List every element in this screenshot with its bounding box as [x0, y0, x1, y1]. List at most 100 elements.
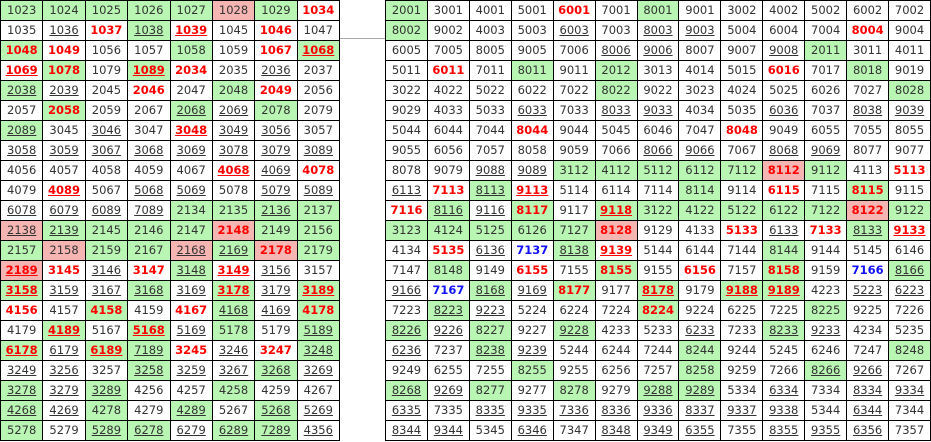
grid-cell[interactable]: 4168 [211, 300, 256, 321]
grid-cell[interactable]: 3256 [42, 360, 86, 381]
grid-cell[interactable]: 1046 [254, 20, 298, 41]
grid-cell[interactable]: 9289 [678, 380, 722, 401]
grid-cell[interactable]: 2189 [0, 260, 44, 281]
grid-cell[interactable]: 8007 [678, 40, 722, 61]
grid-cell[interactable]: 6244 [594, 340, 638, 361]
grid-cell[interactable]: 5178 [211, 320, 256, 341]
grid-cell[interactable]: 4022 [426, 80, 470, 101]
grid-cell[interactable]: 3249 [0, 360, 44, 381]
grid-cell[interactable]: 3022 [385, 80, 428, 101]
grid-cell[interactable]: 2035 [211, 60, 256, 81]
grid-cell[interactable]: 4057 [42, 160, 86, 181]
grid-cell[interactable]: 3058 [0, 140, 44, 161]
grid-cell[interactable]: 6016 [762, 60, 806, 81]
grid-cell[interactable]: 3079 [254, 140, 298, 161]
grid-cell[interactable]: 4268 [0, 400, 44, 421]
grid-cell[interactable]: 8058 [510, 140, 554, 161]
grid-cell[interactable]: 3168 [127, 280, 171, 301]
grid-cell[interactable]: 3045 [42, 120, 86, 141]
grid-cell[interactable]: 8335 [468, 400, 512, 421]
grid-cell[interactable]: 3245 [169, 340, 213, 361]
grid-cell[interactable]: 8114 [678, 180, 722, 201]
grid-cell[interactable]: 9133 [888, 220, 931, 241]
grid-cell[interactable]: 9069 [804, 140, 848, 161]
grid-cell[interactable]: 9288 [636, 380, 680, 401]
grid-cell[interactable]: 5133 [720, 220, 764, 241]
grid-cell[interactable]: 2068 [169, 100, 213, 121]
grid-cell[interactable]: 6146 [888, 240, 931, 261]
grid-cell[interactable]: 1023 [0, 0, 44, 21]
grid-cell[interactable]: 1035 [0, 20, 44, 41]
grid-cell[interactable]: 5122 [720, 200, 764, 221]
grid-cell[interactable]: 7033 [552, 100, 596, 121]
grid-cell[interactable]: 3156 [254, 260, 298, 281]
grid-cell[interactable]: 9336 [636, 400, 680, 421]
grid-cell[interactable]: 1029 [254, 0, 298, 21]
grid-cell[interactable]: 1069 [0, 60, 44, 81]
grid-cell[interactable]: 3269 [296, 360, 341, 381]
grid-cell[interactable]: 6136 [468, 240, 512, 261]
grid-cell[interactable]: 9355 [804, 420, 848, 441]
grid-cell[interactable]: 2149 [254, 220, 298, 241]
grid-cell[interactable]: 9122 [888, 200, 931, 221]
grid-cell[interactable]: 7113 [426, 180, 470, 201]
grid-cell[interactable]: 3145 [42, 260, 86, 281]
grid-cell[interactable]: 4058 [84, 160, 129, 181]
grid-cell[interactable]: 6055 [804, 120, 848, 141]
grid-cell[interactable]: 2135 [211, 200, 256, 221]
grid-cell[interactable]: 5145 [846, 240, 890, 261]
grid-cell[interactable]: 7017 [804, 60, 848, 81]
grid-cell[interactable]: 2034 [169, 60, 213, 81]
grid-cell[interactable]: 3146 [84, 260, 129, 281]
grid-cell[interactable]: 8112 [762, 160, 806, 181]
grid-cell[interactable]: 6144 [678, 240, 722, 261]
grid-cell[interactable]: 1039 [169, 20, 213, 41]
grid-cell[interactable]: 2012 [594, 60, 638, 81]
grid-cell[interactable]: 3167 [84, 280, 129, 301]
grid-cell[interactable]: 9227 [510, 320, 554, 341]
grid-cell[interactable]: 5268 [254, 400, 298, 421]
grid-cell[interactable]: 4033 [426, 100, 470, 121]
grid-cell[interactable]: 7257 [636, 360, 680, 381]
grid-cell[interactable]: 3179 [254, 280, 298, 301]
grid-cell[interactable]: 9334 [888, 380, 931, 401]
grid-cell[interactable]: 3089 [296, 140, 341, 161]
grid-cell[interactable]: 6004 [762, 20, 806, 41]
grid-cell[interactable]: 8255 [510, 360, 554, 381]
grid-cell[interactable]: 7347 [552, 420, 596, 441]
grid-cell[interactable]: 5125 [468, 220, 512, 241]
grid-cell[interactable]: 7044 [468, 120, 512, 141]
grid-cell[interactable]: 3267 [211, 360, 256, 381]
grid-cell[interactable]: 8011 [510, 60, 554, 81]
grid-cell[interactable]: 8177 [552, 280, 596, 301]
grid-cell[interactable]: 9225 [846, 300, 890, 321]
grid-cell[interactable]: 9188 [720, 280, 764, 301]
grid-cell[interactable]: 8268 [385, 380, 428, 401]
grid-cell[interactable]: 6289 [211, 420, 256, 441]
grid-cell[interactable]: 2037 [296, 60, 341, 81]
grid-cell[interactable]: 4112 [594, 160, 638, 181]
grid-cell[interactable]: 2048 [211, 80, 256, 101]
grid-cell[interactable]: 3178 [211, 280, 256, 301]
grid-cell[interactable]: 6044 [426, 120, 470, 141]
grid-cell[interactable]: 4234 [846, 320, 890, 341]
grid-cell[interactable]: 1026 [127, 0, 171, 21]
grid-cell[interactable]: 7002 [888, 0, 931, 21]
grid-cell[interactable]: 6078 [0, 200, 44, 221]
grid-cell[interactable]: 3047 [127, 120, 171, 141]
grid-cell[interactable]: 1068 [296, 40, 341, 61]
grid-cell[interactable]: 3059 [42, 140, 86, 161]
grid-cell[interactable]: 6011 [426, 60, 470, 81]
grid-cell[interactable]: 7233 [720, 320, 764, 341]
grid-cell[interactable]: 4169 [254, 300, 298, 321]
grid-cell[interactable]: 8348 [594, 420, 638, 441]
grid-cell[interactable]: 3023 [678, 80, 722, 101]
grid-cell[interactable]: 8168 [468, 280, 512, 301]
grid-cell[interactable]: 6233 [678, 320, 722, 341]
grid-cell[interactable]: 7189 [127, 340, 171, 361]
grid-cell[interactable]: 6356 [846, 420, 890, 441]
grid-cell[interactable]: 9055 [385, 140, 428, 161]
grid-cell[interactable]: 4223 [804, 280, 848, 301]
grid-cell[interactable]: 8005 [468, 40, 512, 61]
grid-cell[interactable]: 8155 [594, 260, 638, 281]
